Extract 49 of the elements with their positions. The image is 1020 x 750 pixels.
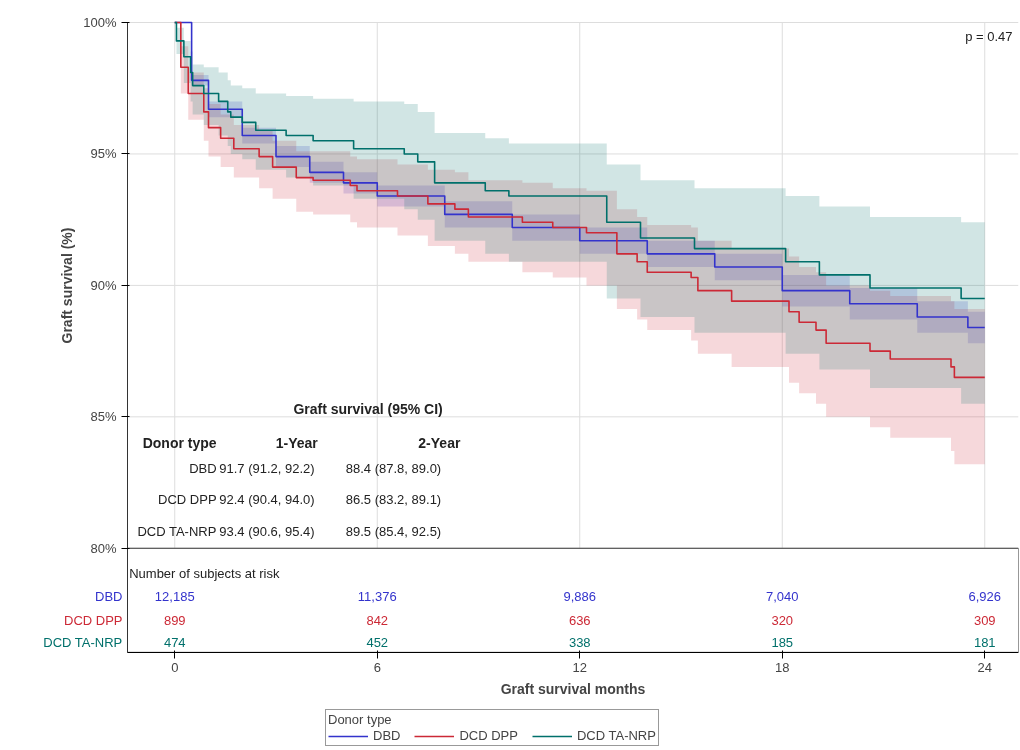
annotation: 91.7 (91.2, 92.2) <box>219 460 315 476</box>
x-tick-label: 24 <box>977 660 992 676</box>
annotation: 1-Year <box>275 435 319 452</box>
text: 842 <box>366 612 389 628</box>
annotation: 88.4 (87.8, 89.0) <box>345 460 442 476</box>
x-tick-label: 18 <box>775 660 790 676</box>
text: 309 <box>973 612 996 628</box>
text: 12,185 <box>154 588 195 604</box>
text: DCD DPP <box>63 612 123 628</box>
text: 11,376 <box>357 588 397 604</box>
x-axis-title: Graft survival months <box>500 680 646 697</box>
text: DCD TA-NRP <box>43 634 123 650</box>
text: 320 <box>771 612 794 628</box>
y-tick-label: 85% <box>90 409 117 425</box>
text: 7,040 <box>765 588 799 604</box>
text: Number of subjects at risk <box>129 565 280 581</box>
annotation: 2-Year <box>418 435 461 452</box>
annotation: Graft survival (95% CI) <box>293 400 443 417</box>
annotation: p = 0.47 <box>965 28 1013 44</box>
legend-label: DBD <box>373 728 401 743</box>
text: 452 <box>366 634 389 650</box>
x-tick-label: 0 <box>171 660 179 676</box>
legend-title: Donor type <box>328 712 393 727</box>
text: 6,926 <box>968 588 1002 604</box>
text: 899 <box>163 612 186 628</box>
text: DBD <box>95 588 123 604</box>
annotation: 93.4 (90.6, 95.4) <box>219 523 315 539</box>
text: 9,886 <box>563 588 597 604</box>
legend-label: DCD TA-NRP <box>576 728 656 743</box>
y-tick-label: 80% <box>90 540 117 556</box>
annotation: Donor type <box>142 435 217 452</box>
annotation: DCD TA-NRP <box>137 523 217 539</box>
text: 185 <box>771 634 794 650</box>
annotation: 92.4 (90.4, 94.0) <box>219 492 315 508</box>
annotation: 89.5 (85.4, 92.5) <box>345 523 442 539</box>
y-tick-label: 100% <box>83 15 117 31</box>
annotation: DCD DPP <box>158 492 217 508</box>
y-tick-label: 95% <box>90 146 117 162</box>
annotation: DBD <box>189 460 217 476</box>
y-axis-title: Graft survival (%) <box>59 227 76 344</box>
x-tick-label: 12 <box>572 660 587 676</box>
annotation: 86.5 (83.2, 89.1) <box>345 492 442 508</box>
y-tick-label: 90% <box>90 277 117 293</box>
text: 338 <box>568 634 591 650</box>
legend-label: DCD DPP <box>459 728 518 743</box>
text: 636 <box>568 612 591 628</box>
text: 474 <box>163 634 186 650</box>
x-tick-label: 6 <box>373 660 381 676</box>
text: 181 <box>973 634 996 650</box>
